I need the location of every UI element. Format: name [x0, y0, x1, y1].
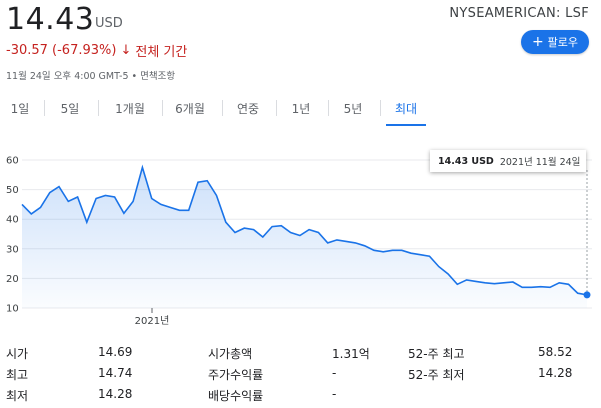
- y-tick-label: 10: [6, 304, 19, 315]
- tab-1d[interactable]: 1일: [10, 102, 30, 116]
- tab-divider: [162, 100, 163, 116]
- tab-divider: [276, 100, 277, 116]
- stat-label: 최저: [6, 389, 29, 403]
- follow-button[interactable]: + 팔로우: [521, 30, 589, 54]
- stat-value: 1.31억: [332, 347, 370, 361]
- price-change: -30.57 (-67.93%) ↓ 전체 기간: [6, 41, 187, 60]
- current-price: 14.43: [6, 2, 95, 37]
- stat-row: 최저 14.28 배당수익률 -: [6, 387, 596, 405]
- tab-ytd[interactable]: 연중: [236, 102, 260, 116]
- y-tick-label: 40: [6, 215, 19, 226]
- stat-row: 최고 14.74 주가수익률 - 52-주 최저 14.28: [6, 366, 596, 384]
- tab-1y[interactable]: 1년: [291, 102, 311, 116]
- tab-divider: [380, 100, 381, 116]
- stat-value: -: [332, 366, 337, 380]
- stat-label: 주가수익률: [208, 368, 264, 382]
- stat-label: 시가총액: [208, 347, 253, 361]
- x-tick-label: 2021년: [135, 315, 170, 327]
- stat-row: 시가 14.69 시가총액 1.31억 52-주 최고 58.52: [6, 345, 596, 363]
- plus-icon: +: [531, 34, 544, 50]
- stat-label: 52-주 최고: [408, 347, 465, 361]
- tab-5d[interactable]: 5일: [60, 102, 80, 116]
- y-tick-label: 20: [6, 274, 19, 285]
- tab-divider: [98, 100, 99, 116]
- tab-divider: [222, 100, 223, 116]
- tab-1m[interactable]: 1개월: [115, 102, 145, 116]
- timestamp-disclaimer: 11월 24일 오후 4:00 GMT-5 • 면책조항: [6, 71, 176, 82]
- down-arrow-icon: ↓: [120, 43, 132, 58]
- currency-label: USD: [95, 16, 123, 31]
- tooltip-price: 14.43 USD: [438, 155, 494, 167]
- price-line: [21, 164, 588, 296]
- y-tick-label: 50: [6, 185, 19, 196]
- stat-value: 58.52: [538, 345, 573, 359]
- tab-divider: [328, 100, 329, 116]
- follow-label: 팔로우: [547, 36, 579, 49]
- change-value: -30.57 (-67.93%): [6, 43, 117, 58]
- stat-label: 시가: [6, 347, 29, 361]
- stat-value: -: [332, 387, 337, 401]
- tab-divider: [44, 100, 45, 116]
- stat-value: 14.28: [98, 387, 133, 401]
- stat-label: 최고: [6, 368, 29, 382]
- y-tick-label: 30: [6, 244, 19, 255]
- ticker-symbol: NYSEAMERICAN: LSF: [449, 6, 589, 21]
- price-area: [22, 167, 587, 308]
- tooltip-date: 2021년 11월 24일: [499, 157, 581, 168]
- period-label: 전체 기간: [135, 45, 188, 60]
- stat-label: 배당수익률: [208, 389, 264, 403]
- price-chart: 60 50 40 30 20 10 2021년: [6, 156, 592, 327]
- tab-max[interactable]: 최대: [386, 96, 426, 126]
- tab-6m[interactable]: 6개월: [175, 102, 205, 116]
- tab-5y[interactable]: 5년: [343, 102, 363, 116]
- y-tick-label: 60: [6, 156, 19, 167]
- stat-value: 14.28: [538, 366, 573, 380]
- stat-value: 14.69: [98, 345, 133, 359]
- stat-label: 52-주 최저: [408, 368, 465, 382]
- hover-tooltip: 14.43 USD 2021년 11월 24일: [430, 150, 586, 172]
- current-point: [583, 291, 591, 299]
- stat-value: 14.74: [98, 366, 133, 380]
- range-tabs: 1일 5일 1개월 6개월 연중 1년 5년 최대: [0, 96, 601, 126]
- key-stats: 시가 14.69 시가총액 1.31억 52-주 최고 58.52 최고 14.…: [6, 345, 596, 405]
